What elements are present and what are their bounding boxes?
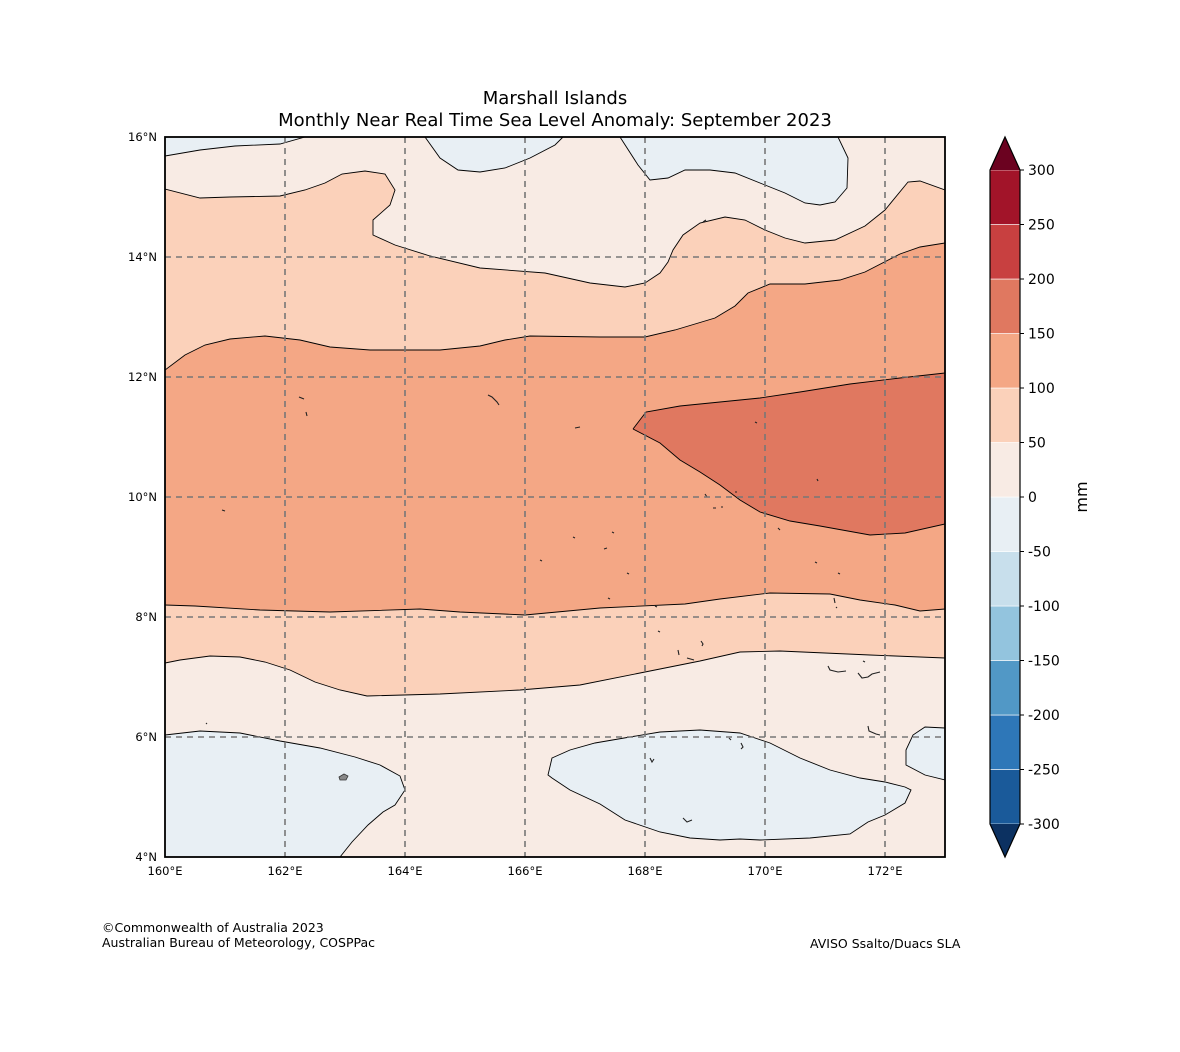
island: [205, 722, 208, 725]
island: [867, 725, 881, 736]
band-neg50-0-bottom-right: [906, 727, 945, 780]
colorbar-tick-label: 200: [1028, 272, 1055, 288]
island: [740, 742, 744, 750]
band-neg50-0-top-right: [620, 137, 848, 205]
x-tick-label: 172°E: [868, 864, 903, 878]
colorbar-segment: [989, 605, 1021, 661]
colorbar-segment: [989, 278, 1021, 334]
x-tick-label: 166°E: [508, 864, 543, 878]
x-tick-label: 160°E: [148, 864, 183, 878]
island: [626, 572, 630, 575]
island: [305, 411, 308, 417]
island: [702, 219, 707, 223]
colorbar-unit-label: mm: [1072, 481, 1091, 512]
colorbar-extend-low: [990, 824, 1020, 857]
colorbar-segment: [989, 769, 1021, 825]
island: [654, 605, 661, 633]
y-tick-label: 10°N: [128, 490, 157, 504]
x-axis-ticks: 160°E 162°E 164°E 166°E 168°E 170°E 172°E: [148, 864, 903, 878]
colorbar-extend-high: [990, 137, 1020, 170]
y-tick-label: 16°N: [128, 130, 157, 144]
island: [777, 527, 781, 531]
colorbar-tick-label: 250: [1028, 218, 1055, 234]
island-pohnpei: [338, 773, 349, 781]
island: [862, 660, 866, 663]
agency-line: Australian Bureau of Meteorology, COSPPa…: [102, 935, 375, 950]
island: [572, 531, 615, 550]
colorbar-tick-label: 100: [1028, 381, 1055, 397]
y-tick-label: 6°N: [135, 730, 157, 744]
island: [677, 649, 695, 661]
copyright-credit: ©Commonwealth of Australia 2023 Australi…: [102, 920, 375, 950]
colorbar-segment: [989, 224, 1021, 280]
island: [833, 597, 838, 609]
island: [487, 394, 500, 406]
colorbar: 300 250 200 150 100 50 0 -50 -100 -150 -200 -250 -30…: [989, 135, 1091, 859]
band-neg50-0-top-center: [425, 137, 563, 172]
contour-lines: [165, 137, 945, 857]
colorbar-tick-label: 300: [1028, 163, 1055, 179]
colorbar-tick-label: 50: [1028, 436, 1046, 452]
x-tick-label: 164°E: [388, 864, 423, 878]
island: [682, 817, 693, 823]
map-title: Marshall Islands: [482, 88, 628, 109]
band-150-200: [633, 373, 945, 535]
colorbar-segment: [989, 660, 1021, 716]
island: [704, 491, 737, 509]
y-axis-ticks: 4°N 6°N 8°N 10°N 12°N 14°N 16°N: [128, 130, 157, 864]
island: [814, 561, 841, 575]
y-tick-label: 12°N: [128, 370, 157, 384]
data-source-credit: AVISO Ssalto/Duacs SLA: [810, 936, 961, 951]
colorbar-tick-label: -50: [1028, 545, 1051, 561]
band-100-150: [165, 243, 945, 615]
island-markers: [205, 219, 881, 823]
island: [574, 426, 581, 429]
y-tick-label: 8°N: [135, 610, 157, 624]
copyright-line: ©Commonwealth of Australia 2023: [102, 920, 324, 935]
map-subtitle: Monthly Near Real Time Sea Level Anomaly…: [278, 110, 832, 131]
colorbar-tick-label: -150: [1028, 654, 1060, 670]
colorbar-tick-label: -300: [1028, 817, 1060, 833]
colorbar-tick-label: -250: [1028, 763, 1060, 779]
island: [754, 421, 758, 424]
island: [700, 640, 704, 647]
colorbar-segment: [989, 169, 1021, 225]
map-frame: [164, 136, 946, 858]
x-tick-label: 162°E: [268, 864, 303, 878]
band-neg50-0-bottom-center: [548, 730, 911, 840]
y-tick-label: 4°N: [135, 850, 157, 864]
band-50-100-south: [165, 605, 945, 696]
island: [827, 665, 847, 673]
island: [607, 597, 611, 600]
colorbar-segment: [989, 714, 1021, 770]
colorbar-segment: [989, 333, 1021, 389]
colorbar-segment: [989, 387, 1021, 443]
y-tick-label: 14°N: [128, 250, 157, 264]
band-neg50-0-bottom-left: [165, 731, 405, 857]
colorbar-tick-label: -100: [1028, 599, 1060, 615]
band-neg50-0-topleft: [165, 137, 305, 156]
gridlines: [165, 137, 945, 857]
island: [298, 396, 305, 400]
x-tick-label: 170°E: [748, 864, 783, 878]
island: [816, 478, 819, 482]
island: [221, 509, 226, 512]
island: [539, 559, 543, 562]
colorbar-segment: [989, 551, 1021, 607]
island: [857, 671, 881, 679]
island: [649, 757, 655, 764]
x-tick-label: 168°E: [628, 864, 663, 878]
colorbar-segment: [989, 442, 1021, 498]
colorbar-tick-label: -200: [1028, 708, 1060, 724]
colorbar-tick-label: 0: [1028, 490, 1037, 506]
colorbar-tick-label: 150: [1028, 327, 1055, 343]
island: [728, 737, 732, 741]
colorbar-segment: [989, 496, 1021, 552]
